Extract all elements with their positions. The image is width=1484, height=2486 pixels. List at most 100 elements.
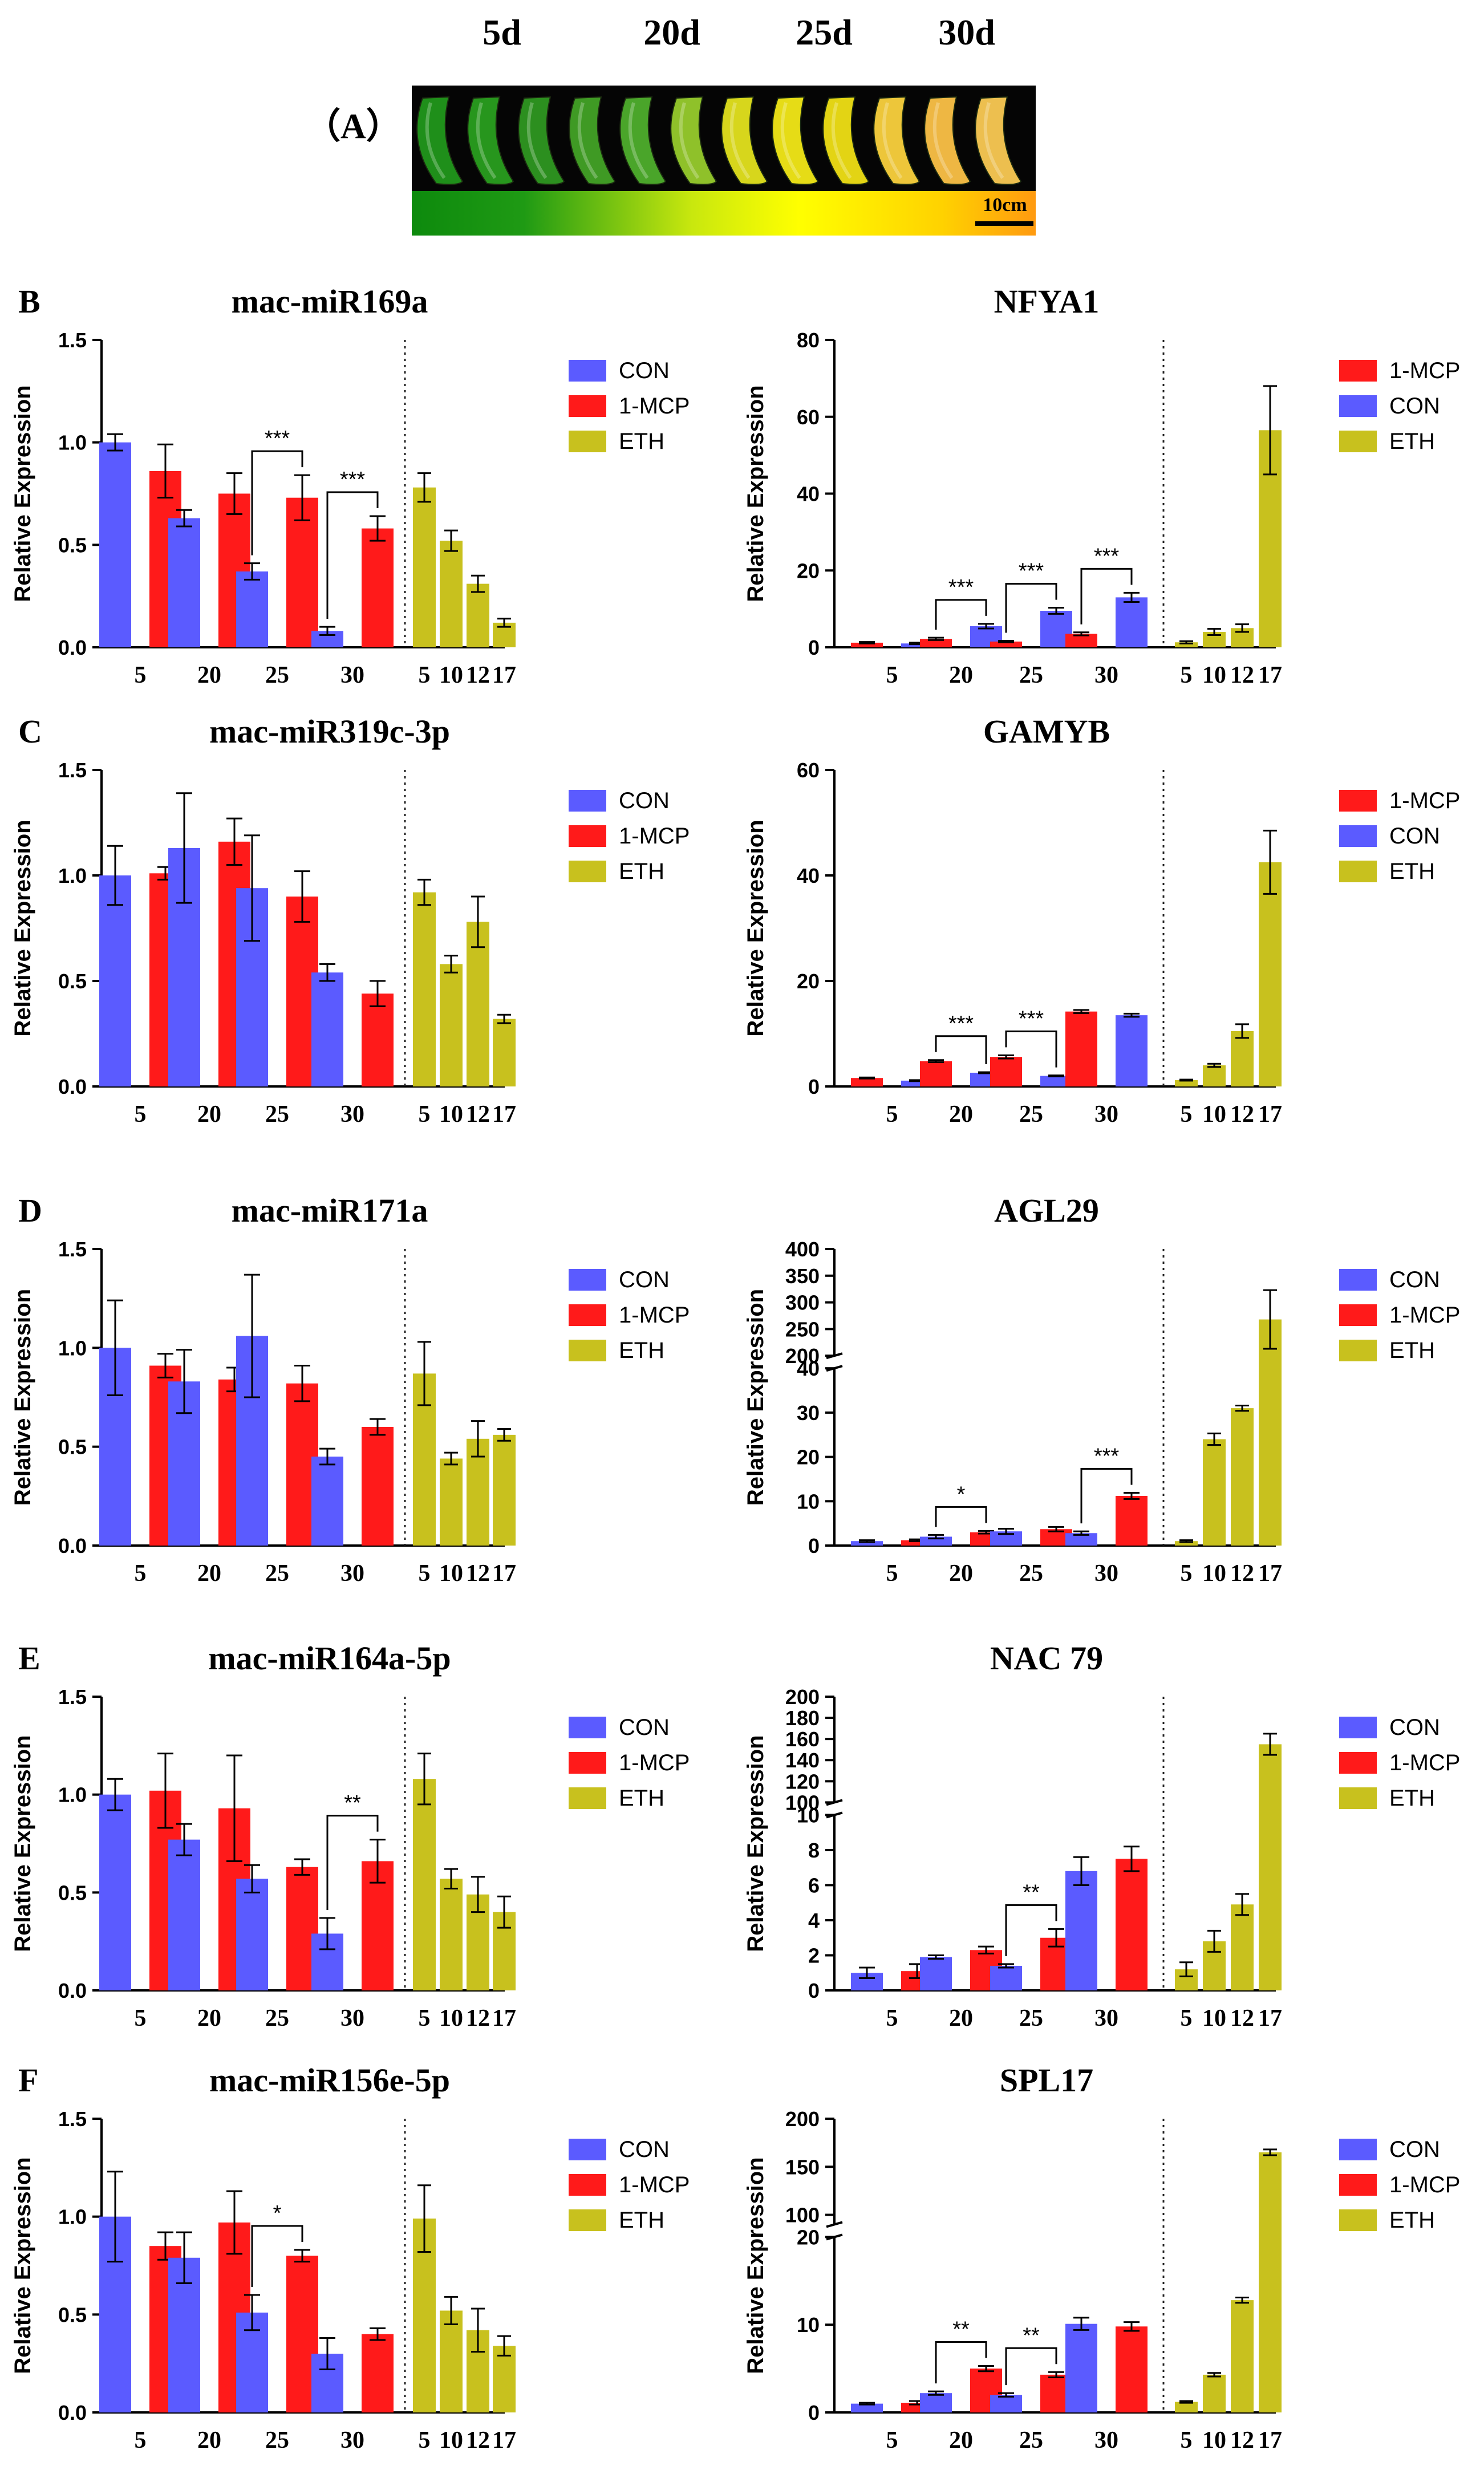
x-tick-label: 30 [340, 2005, 364, 2031]
banana-highlight [577, 102, 598, 179]
x-tick-label: 10 [1202, 1101, 1226, 1128]
x-tick-label: 5 [1181, 2427, 1193, 2453]
significance-bracket [251, 450, 303, 555]
significance-bracket [1005, 2347, 1057, 2386]
x-tick-label: 5 [419, 1101, 431, 1128]
chart-nfya1: NFYA1 Relative Expression 0 20 40 60 80 5 20 25 30… [743, 283, 1460, 688]
x-tick-label: 12 [466, 1560, 490, 1587]
bar-con [311, 972, 343, 1086]
y-tick-label: 10 [797, 1490, 820, 1513]
bar-eth [1259, 1319, 1282, 1546]
chart-title: NFYA1 [994, 283, 1100, 320]
legend-label: 1-MCP [619, 824, 690, 849]
banana [619, 96, 667, 185]
legend-label: ETH [619, 2208, 664, 2233]
x-tick-label: 12 [466, 2427, 490, 2453]
bar-con [990, 1965, 1022, 1990]
legend-label: 1-MCP [1389, 1750, 1460, 1775]
legend-swatch [569, 2139, 606, 2160]
x-tick-label: 5 [1181, 662, 1193, 688]
bar-eth [1175, 642, 1198, 647]
legend-swatch [569, 360, 606, 382]
significance-label: *** [265, 427, 290, 451]
bar-eth [1203, 2374, 1226, 2412]
banana-highlight [679, 102, 700, 179]
x-tick-label: 5 [1181, 1560, 1193, 1587]
y-tick-label: 1.0 [58, 1336, 87, 1360]
x-tick-label: 30 [1094, 2427, 1118, 2453]
legend-swatch [569, 2174, 606, 2196]
legend-label: CON [1389, 824, 1440, 849]
x-tick-label: 12 [1230, 662, 1254, 688]
legend-label: 1-MCP [1389, 358, 1460, 383]
x-tick-label: 10 [1202, 2005, 1226, 2031]
legend-swatch [1339, 790, 1377, 812]
bar-con [99, 875, 131, 1086]
y-axis-label: Relative Expression [743, 1289, 768, 1506]
legend-label: ETH [1389, 859, 1435, 884]
x-tick-label: 17 [1258, 2427, 1282, 2453]
legend-label: 1-MCP [619, 1750, 690, 1775]
y-tick-label: 0.5 [58, 970, 87, 993]
x-tick-label: 25 [1019, 2005, 1043, 2031]
legend-swatch [569, 790, 606, 812]
x-tick-label: 5 [1181, 2005, 1193, 2031]
bar-con [1116, 597, 1148, 647]
y-axis-label: Relative Expression [10, 1289, 35, 1506]
significance-label: ** [952, 2317, 970, 2341]
y-tick-label: 0 [808, 1979, 820, 2002]
x-tick-label: 30 [1094, 2005, 1118, 2031]
y-tick-label: 400 [785, 1238, 820, 1261]
bar-con [168, 518, 200, 647]
x-tick-label: 10 [439, 1101, 463, 1128]
legend-label: CON [1389, 1267, 1440, 1292]
x-tick-label: 25 [265, 2427, 289, 2453]
significance-bracket [326, 1815, 379, 1910]
bar-con [236, 1879, 268, 1990]
y-tick-label: 0 [808, 1534, 820, 1558]
y-axis-label: Relative Expression [10, 1735, 35, 1952]
x-tick-label: 5 [886, 1560, 898, 1587]
x-tick-label: 20 [949, 662, 973, 688]
panel-label: E [18, 1640, 40, 1677]
banana-body [467, 96, 514, 185]
x-tick-label: 30 [340, 662, 364, 688]
x-tick-label: 17 [492, 1101, 516, 1128]
legend-swatch [569, 825, 606, 847]
x-tick-label: 5 [135, 1101, 147, 1128]
significance-label: *** [340, 468, 366, 492]
legend-label: CON [619, 2137, 670, 2162]
scale-label: 10cm [983, 194, 1027, 216]
bar-con [1040, 1076, 1072, 1086]
y-tick-label: 200 [785, 2107, 820, 2131]
y-tick-label: 250 [785, 1317, 820, 1341]
bar-con [920, 1957, 952, 1990]
bar-1-mcp [362, 528, 394, 647]
y-axis-label: Relative Expression [10, 385, 35, 602]
x-tick-label: 10 [439, 2005, 463, 2031]
legend-label: 1-MCP [1389, 788, 1460, 813]
y-tick-label: 20 [797, 970, 820, 993]
significance-label: *** [948, 575, 974, 599]
y-tick-label: 60 [797, 759, 820, 782]
y-tick-label: 40 [797, 864, 820, 887]
y-axis-label: Relative Expression [743, 1735, 768, 1952]
bar-eth [1231, 1408, 1254, 1546]
y-tick-label: 1.5 [58, 329, 87, 352]
chart-title: SPL17 [1000, 2062, 1093, 2099]
legend-label: CON [1389, 1715, 1440, 1740]
day-label: 5d [482, 12, 521, 52]
x-tick-label: 30 [1094, 1101, 1118, 1128]
bar-con [168, 1839, 200, 1990]
x-tick-label: 17 [492, 2005, 516, 2031]
x-tick-label: 10 [1202, 662, 1226, 688]
bar-eth [493, 1019, 516, 1086]
legend-swatch [1339, 1304, 1377, 1326]
y-tick-label: 6 [808, 1873, 820, 1897]
x-tick-label: 20 [197, 1101, 221, 1128]
